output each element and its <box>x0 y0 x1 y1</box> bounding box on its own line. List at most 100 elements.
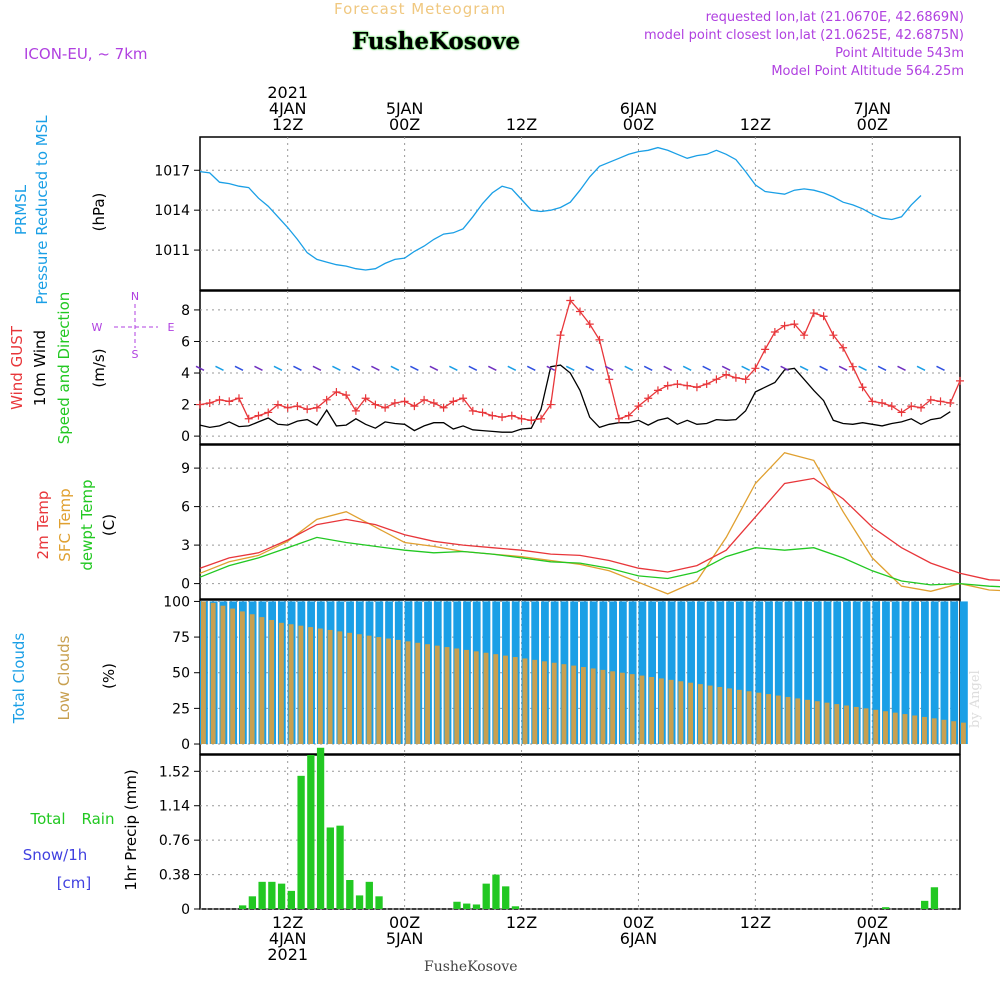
low-cloud-bar <box>805 699 810 745</box>
low-cloud-bar <box>873 709 879 745</box>
y-tick-label: 1.14 <box>159 799 190 815</box>
total-cloud-bar <box>745 601 754 745</box>
low-cloud-bar <box>941 719 947 745</box>
total-cloud-bar <box>687 601 695 745</box>
compass-e: E <box>168 321 175 334</box>
total-cloud-bar <box>862 601 871 745</box>
y-tick-label: 0 <box>181 429 190 445</box>
low-cloud-bar <box>902 714 908 745</box>
total-cloud-bar <box>921 601 929 745</box>
low-cloud-bar <box>473 651 479 745</box>
gust-marker <box>800 331 809 340</box>
low-cloud-bar <box>824 702 830 745</box>
gust-marker <box>936 397 945 406</box>
wind-direction-arrow <box>760 365 770 371</box>
gust-marker <box>303 405 312 414</box>
low-cloud-bar <box>317 628 323 745</box>
wind-direction-arrow <box>624 365 634 371</box>
wind-direction-arrow <box>702 365 712 371</box>
y-tick-label: 2 <box>181 398 190 414</box>
low-cloud-bar <box>327 629 333 745</box>
gust-marker <box>468 406 477 415</box>
total-cloud-bar <box>657 601 666 745</box>
low-cloud-bar <box>610 671 616 745</box>
time-label-top: 5JAN <box>386 99 424 118</box>
gust-marker <box>917 403 926 412</box>
gust-marker <box>225 397 234 406</box>
gust-marker <box>459 394 468 403</box>
wind-direction-arrow <box>585 365 595 371</box>
gust-marker <box>517 414 526 423</box>
wind-direction-arrow <box>293 365 302 371</box>
gust-marker <box>254 411 263 420</box>
wind-direction-arrow <box>254 365 263 371</box>
time-label-bottom: 12Z <box>272 913 303 932</box>
y-tick-label: 0.76 <box>159 833 190 849</box>
gust-marker <box>809 309 818 318</box>
compass-s: S <box>132 348 139 361</box>
place-title: FusheKosove <box>352 28 521 55</box>
time-label-bottom: 00Z <box>623 913 654 932</box>
rain-bar <box>277 883 286 909</box>
low-cloud-bar <box>931 718 937 745</box>
gust-marker <box>439 403 448 412</box>
wind-direction-arrow <box>507 365 517 371</box>
gust-marker <box>741 375 750 384</box>
low-cloud-bar <box>288 624 294 745</box>
low-cloud-bar <box>201 601 206 745</box>
low-cloud-bar <box>493 654 499 745</box>
dewpt-line <box>199 536 1000 588</box>
gust-marker <box>673 380 682 389</box>
low-cloud-bar <box>269 619 275 745</box>
y-tick-label: 0 <box>181 902 190 918</box>
gust-marker <box>614 414 623 423</box>
gust-marker <box>858 383 867 392</box>
low-cloud-bar <box>814 701 820 745</box>
wind-direction-arrow <box>780 365 789 371</box>
wind-direction-arrow <box>234 365 244 371</box>
gust-marker <box>264 408 273 417</box>
low-cloud-bar <box>649 677 655 745</box>
time-label-bottom: 6JAN <box>620 929 658 948</box>
time-label-top: 12Z <box>506 115 537 134</box>
gust-marker <box>332 387 341 396</box>
wind-direction-arrow <box>643 365 653 371</box>
rain-title-2: Rain <box>82 810 115 828</box>
gust-marker <box>595 335 604 344</box>
wind-direction-arrow <box>273 365 283 371</box>
gust-marker <box>498 413 507 422</box>
compass-n: N <box>131 290 139 303</box>
total-cloud-bar <box>638 601 647 745</box>
low-cloud-bar <box>834 704 840 745</box>
gust-marker <box>527 416 536 425</box>
gust-marker <box>761 345 770 354</box>
total-cloud-bar <box>774 601 783 745</box>
low-cloud-bar <box>395 639 401 745</box>
panel-frame-0 <box>199 136 961 291</box>
gust-marker <box>653 386 662 395</box>
gust-marker <box>839 343 848 352</box>
y-tick-label: 9 <box>181 461 190 477</box>
low-cloud-bar <box>668 679 674 745</box>
gust-marker <box>283 403 292 412</box>
total-cloud-bar <box>755 601 764 745</box>
gust-marker <box>556 331 565 340</box>
y-tick-label: 8 <box>181 303 190 319</box>
total-cloud-bar <box>784 601 793 745</box>
time-label-bottom: 5JAN <box>386 929 424 948</box>
total-cloud-bar <box>726 601 734 745</box>
gust-marker <box>907 402 916 411</box>
y-tick-label: 4 <box>181 366 190 382</box>
wind-direction-arrow <box>390 365 400 371</box>
gust-marker <box>712 375 721 384</box>
low-cloud-bar <box>278 622 284 745</box>
rain-bar <box>511 906 520 909</box>
requested-coords: requested lon,lat (21.0670E, 42.6869N) <box>705 10 964 25</box>
total-cloud-bar <box>950 601 959 745</box>
wind-line <box>199 364 951 433</box>
wind-direction-arrow <box>468 365 478 371</box>
total-cloud-bar <box>735 601 744 745</box>
total-cloud-bar <box>648 601 656 745</box>
gust-marker <box>342 391 351 400</box>
